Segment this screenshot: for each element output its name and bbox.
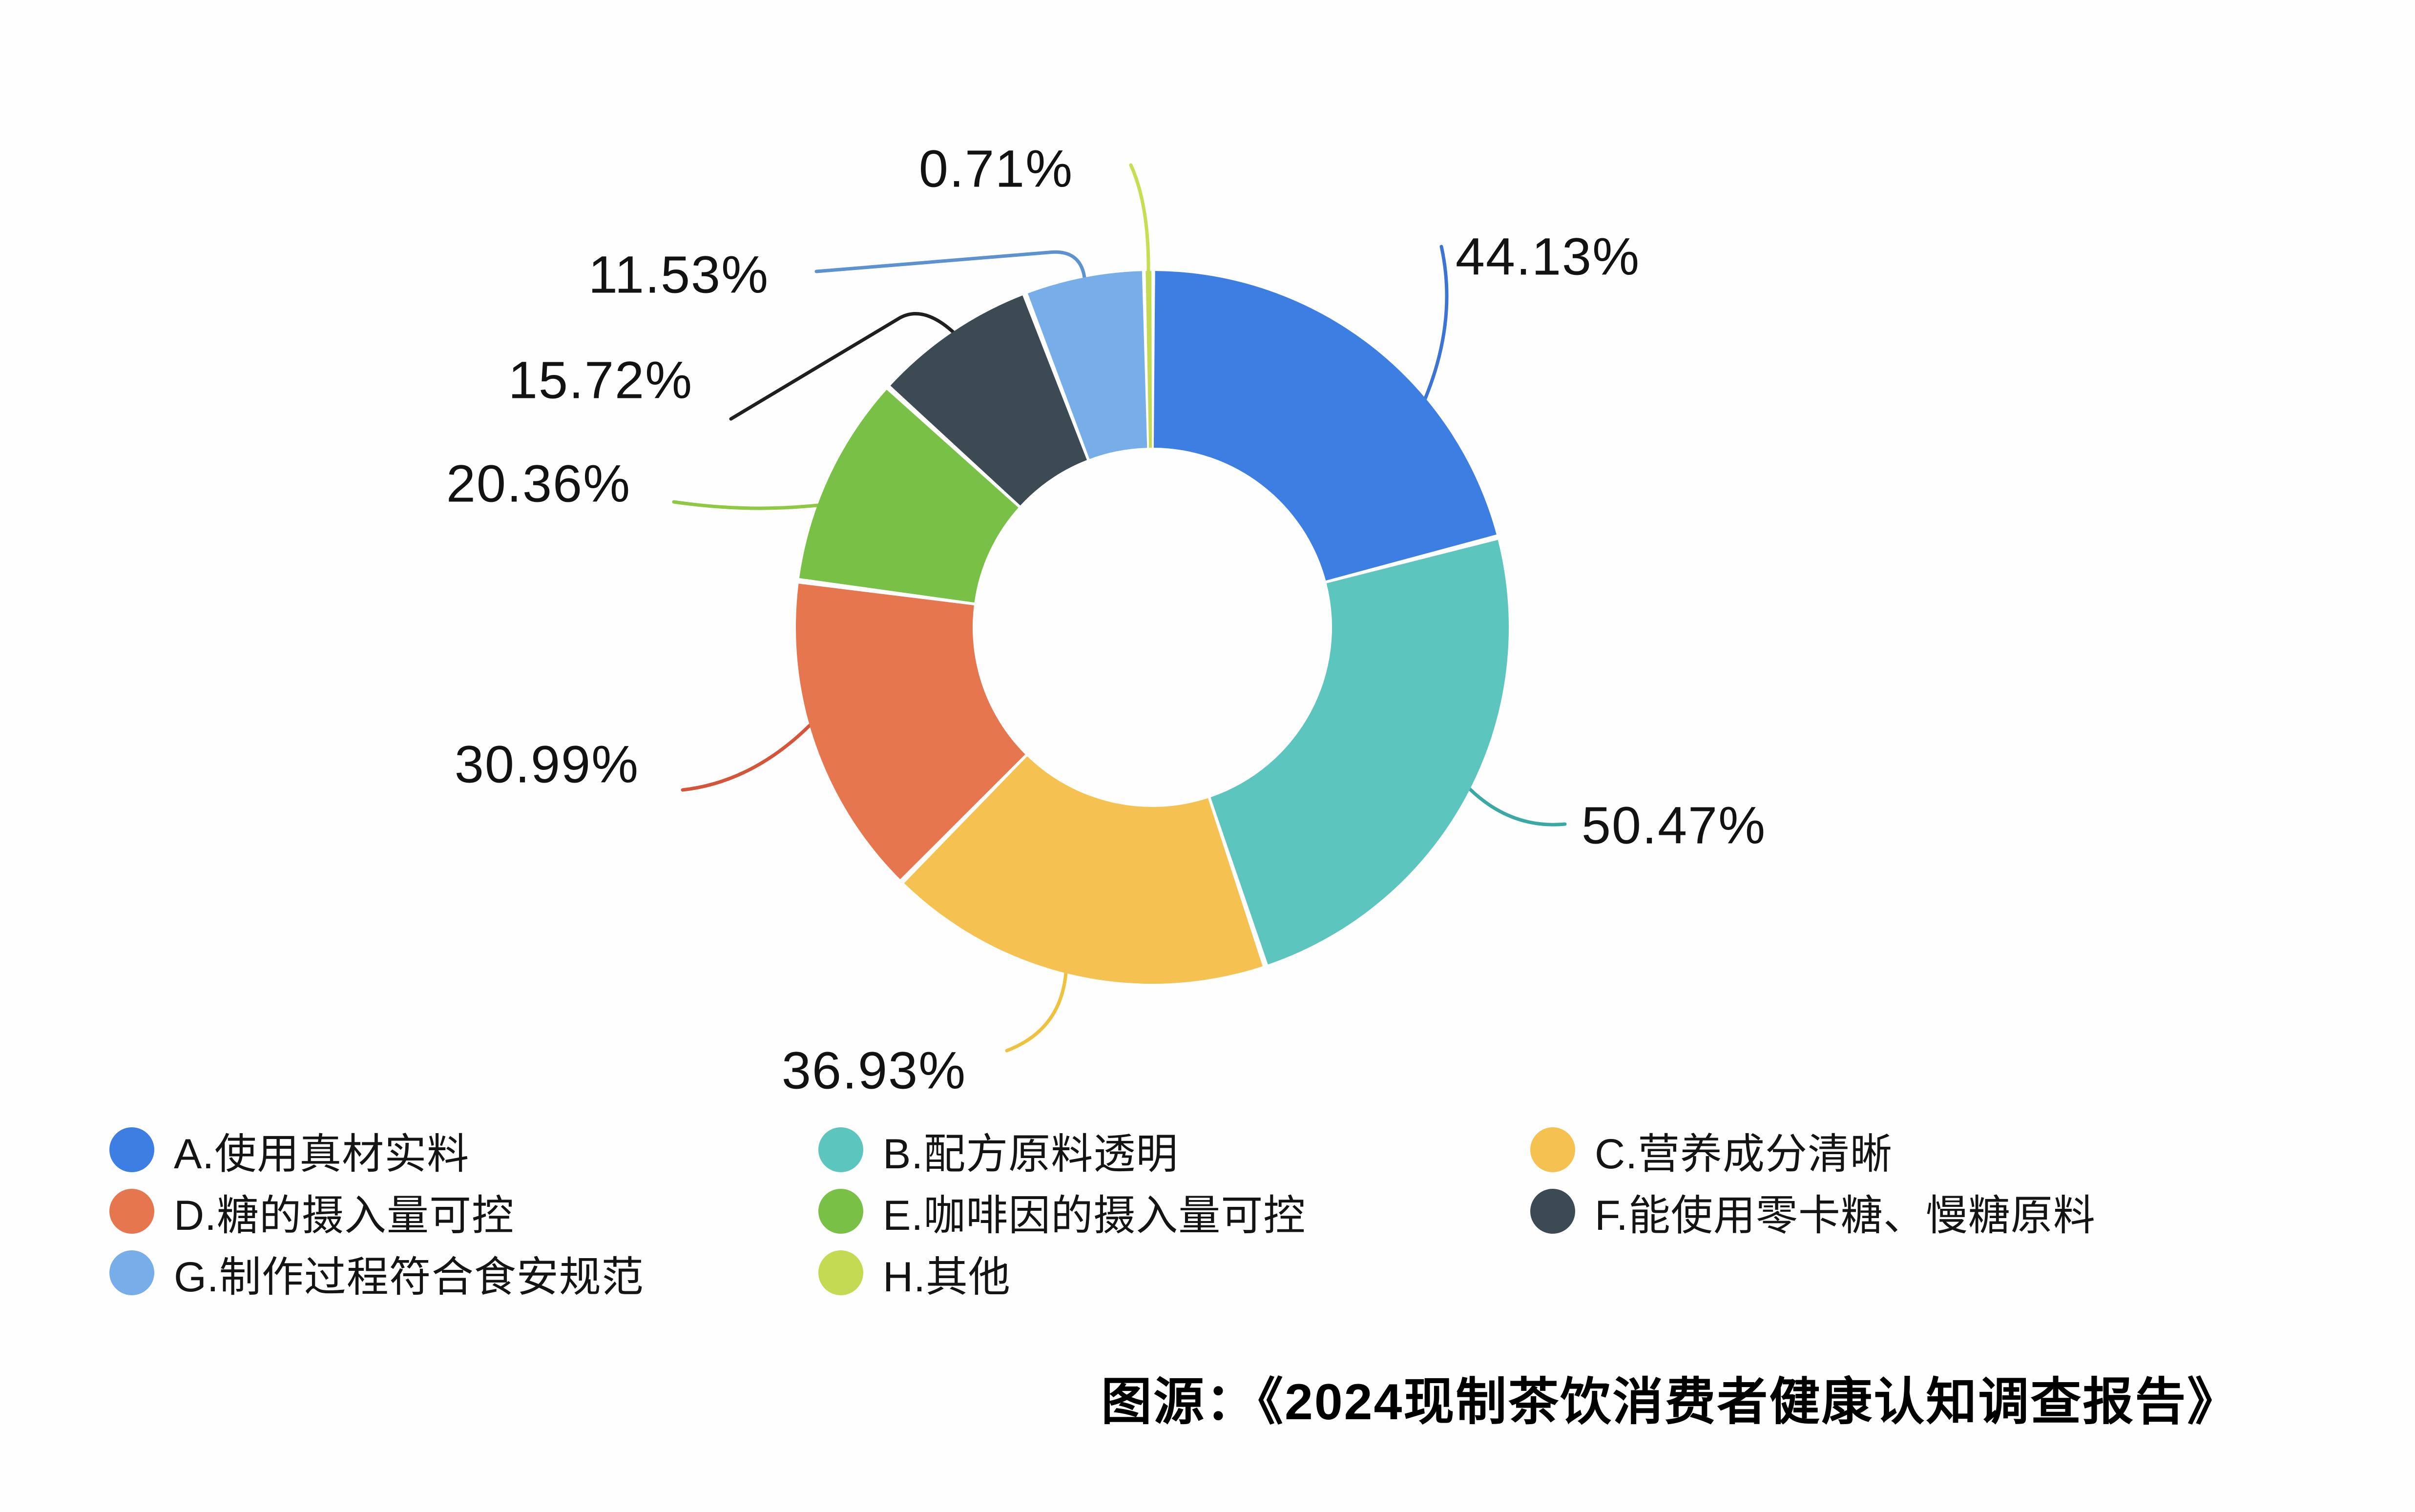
donut-slice-a xyxy=(1153,271,1497,581)
donut-slice-e xyxy=(799,390,1019,603)
legend-swatch-f xyxy=(1530,1189,1575,1234)
legend-item-c: C.营养成分清晰 xyxy=(1530,1122,1893,1178)
legend-swatch-c xyxy=(1530,1127,1575,1172)
value-label-h: 0.71% xyxy=(918,139,1074,198)
legend-label-g: G.制作过程符合食安规范 xyxy=(174,1253,644,1301)
leader-line-e xyxy=(672,500,819,510)
legend-label-b: B.配方原料透明 xyxy=(883,1130,1179,1178)
legend-swatch-b xyxy=(818,1127,863,1172)
value-label-c: 36.93% xyxy=(781,1040,967,1100)
legend-swatch-e xyxy=(818,1189,863,1234)
donut-slice-c xyxy=(904,756,1263,984)
legend-label-c: C.营养成分清晰 xyxy=(1595,1130,1893,1178)
value-label-d: 30.99% xyxy=(454,734,640,794)
legend-label-a: A.使用真材实料 xyxy=(174,1130,470,1178)
legend-label-h: H.其他 xyxy=(883,1253,1011,1301)
legend-item-d: D.糖的摄入量可控 xyxy=(109,1184,514,1239)
leader-line-c xyxy=(1005,971,1068,1053)
leader-line-d xyxy=(681,724,812,792)
leader-lines xyxy=(672,163,1567,1053)
legend-swatch-h xyxy=(818,1250,863,1295)
legend-label-f: F.能使用零卡糖、慢糖原料 xyxy=(1595,1192,2096,1239)
leader-line-h xyxy=(1129,163,1150,273)
donut-slices xyxy=(795,271,1509,984)
leader-line-b xyxy=(1468,787,1567,827)
legend-item-g: G.制作过程符合食安规范 xyxy=(109,1245,644,1301)
leader-line-f xyxy=(729,312,955,421)
donut-slice-h xyxy=(1145,271,1152,448)
legend-swatch-a xyxy=(109,1127,154,1172)
value-label-e: 20.36% xyxy=(446,454,631,513)
legend-item-f: F.能使用零卡糖、慢糖原料 xyxy=(1530,1184,2096,1239)
legend-label-d: D.糖的摄入量可控 xyxy=(174,1192,514,1239)
legend-label-e: E.咖啡因的摄入量可控 xyxy=(883,1192,1306,1239)
legend-item-b: B.配方原料透明 xyxy=(818,1122,1178,1178)
value-label-g: 11.53% xyxy=(588,245,770,304)
leader-line-a xyxy=(1423,245,1449,400)
legend-item-e: E.咖啡因的摄入量可控 xyxy=(818,1184,1306,1239)
donut-slice-d xyxy=(795,583,1025,879)
value-label-a: 44.13% xyxy=(1455,227,1641,286)
donut-slice-g xyxy=(1028,271,1147,459)
donut-slice-f xyxy=(890,295,1087,506)
source-caption: 图源：《2024现制茶饮消费者健康认知调查报告》 xyxy=(1101,1374,2240,1430)
value-label-f: 15.72% xyxy=(508,350,693,410)
legend-swatch-d xyxy=(109,1189,154,1234)
legend-item-h: H.其他 xyxy=(818,1245,1011,1301)
legend-swatch-g xyxy=(109,1250,154,1295)
leader-line-g xyxy=(814,250,1086,279)
value-label-b: 50.47% xyxy=(1581,795,1767,855)
legend-item-a: A.使用真材实料 xyxy=(109,1122,469,1178)
donut-slice-b xyxy=(1210,539,1509,965)
